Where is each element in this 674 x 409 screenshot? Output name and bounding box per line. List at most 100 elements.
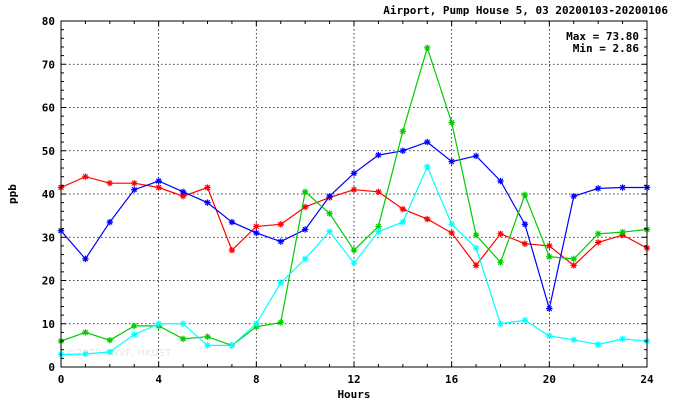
data-point xyxy=(301,255,309,263)
data-point xyxy=(570,192,577,200)
max-label: Max = 73.80 xyxy=(566,30,639,43)
data-point xyxy=(497,259,504,266)
y-axis: 0 10 20 30 40 50 60 70 80 xyxy=(42,15,647,374)
x-tick-label: 20 xyxy=(543,373,556,386)
data-point xyxy=(399,205,407,213)
data-point xyxy=(277,238,284,245)
data-point xyxy=(131,322,138,330)
x-tick-label: 0 xyxy=(58,373,65,386)
data-point xyxy=(350,170,358,177)
data-point xyxy=(301,203,309,211)
data-point xyxy=(228,342,236,349)
data-point xyxy=(204,199,211,206)
data-point xyxy=(472,152,480,160)
data-point xyxy=(570,262,577,269)
data-point xyxy=(82,329,89,336)
y-axis-label: ppb xyxy=(6,184,19,204)
watermark: ©2020 KNVF, HKUST xyxy=(66,348,172,359)
data-point xyxy=(228,247,236,254)
data-point xyxy=(424,215,431,223)
data-point xyxy=(546,305,553,312)
data-point xyxy=(179,320,187,327)
data-point xyxy=(82,173,89,180)
data-point xyxy=(155,320,162,327)
data-point xyxy=(448,221,455,228)
data-point xyxy=(399,128,407,135)
data-point xyxy=(594,230,602,237)
data-point xyxy=(350,260,358,267)
data-point xyxy=(448,229,455,237)
data-point xyxy=(106,348,114,356)
data-point xyxy=(253,223,260,230)
data-point xyxy=(497,320,504,327)
y-tick-label: 0 xyxy=(48,361,55,374)
x-tick-label: 16 xyxy=(445,373,459,386)
data-point xyxy=(594,341,602,348)
data-point xyxy=(619,184,626,191)
min-label: Min = 2.86 xyxy=(573,42,640,55)
data-point xyxy=(204,333,211,340)
data-point xyxy=(350,247,358,254)
data-point xyxy=(594,239,602,246)
data-point xyxy=(301,226,309,233)
data-point xyxy=(521,221,529,228)
data-point xyxy=(82,255,89,263)
data-point xyxy=(570,336,577,343)
y-tick-label: 10 xyxy=(42,318,55,331)
y-tick-label: 20 xyxy=(42,275,55,288)
data-point xyxy=(570,255,577,263)
data-point xyxy=(424,44,431,52)
data-point xyxy=(253,229,260,237)
data-point xyxy=(253,320,260,327)
y-tick-label: 40 xyxy=(42,188,55,201)
data-point xyxy=(594,185,602,192)
data-point xyxy=(277,319,284,326)
data-point xyxy=(106,336,114,344)
data-point xyxy=(82,350,89,358)
data-point xyxy=(326,210,333,217)
data-point xyxy=(521,317,529,324)
data-point xyxy=(424,163,431,170)
data-point xyxy=(301,188,309,196)
data-point xyxy=(131,186,138,193)
y-tick-label: 80 xyxy=(42,15,55,28)
data-point xyxy=(179,188,187,196)
data-point xyxy=(106,218,114,226)
data-point xyxy=(399,218,407,226)
data-point xyxy=(155,184,162,191)
data-point xyxy=(375,151,382,159)
data-point xyxy=(497,230,504,237)
y-tick-label: 50 xyxy=(42,145,55,158)
data-point xyxy=(350,186,358,193)
data-point xyxy=(619,335,626,343)
data-point xyxy=(399,147,407,154)
x-axis: 0 4 8 12 16 20 24 xyxy=(58,21,654,386)
x-tick-label: 8 xyxy=(253,373,260,386)
data-point xyxy=(521,240,529,247)
data-point xyxy=(521,191,529,199)
y-tick-label: 60 xyxy=(42,102,55,115)
data-point xyxy=(228,218,236,226)
data-point xyxy=(131,179,138,187)
data-point xyxy=(326,192,333,200)
x-tick-label: 24 xyxy=(640,373,654,386)
data-point xyxy=(497,177,504,185)
data-point xyxy=(277,221,284,228)
grid xyxy=(61,21,647,367)
data-point xyxy=(277,279,284,286)
data-point xyxy=(546,253,553,260)
y-tick-label: 30 xyxy=(42,231,55,244)
data-point xyxy=(375,228,382,235)
data-point xyxy=(448,119,455,126)
data-point xyxy=(546,332,553,340)
data-point xyxy=(179,335,187,343)
data-point xyxy=(472,231,480,239)
data-point xyxy=(375,223,382,230)
data-point xyxy=(179,192,187,200)
x-tick-label: 4 xyxy=(155,373,162,386)
chart-title: Airport, Pump House 5, 03 20200103-20200… xyxy=(383,4,668,17)
data-point xyxy=(375,188,382,196)
data-point xyxy=(326,228,333,235)
data-point xyxy=(448,158,455,165)
x-axis-label: Hours xyxy=(337,388,370,401)
